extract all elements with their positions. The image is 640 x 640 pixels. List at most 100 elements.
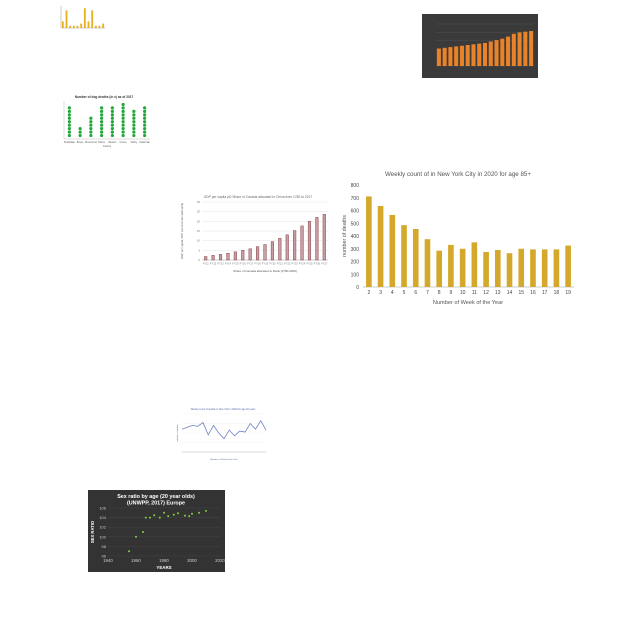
sex-point-8 <box>167 515 170 518</box>
green-dot-4-9 <box>110 106 114 110</box>
sex-title-2: (UNWPP, 2017) Europe <box>127 501 185 507</box>
weekly_deaths-cat-15: 17 <box>542 290 548 296</box>
sex-point-15 <box>205 509 207 512</box>
chart-tiny-bar <box>55 4 107 36</box>
green-cat-1: Boyce <box>77 141 84 144</box>
sex-ytick-4: 104 <box>99 515 106 520</box>
orange_bar_dark-bar-13 <box>511 33 516 66</box>
sex-point-4 <box>149 516 151 519</box>
gdp-xlabel: Share of Canada allocated to Rank [1780-… <box>233 269 297 273</box>
gdp_bar-cat-7: FY18 <box>254 262 261 266</box>
sex-ytick-5: 106 <box>99 506 106 511</box>
green-dot-5-7 <box>121 113 125 117</box>
tiny_bar-bar-0 <box>61 21 64 28</box>
gdp_bar-bar-9 <box>270 241 274 261</box>
green-dot-5-1 <box>121 133 125 138</box>
blue-line-series <box>181 419 267 440</box>
green-dot-7-9 <box>143 106 147 110</box>
weekly-ytick-4: 400 <box>351 234 360 240</box>
green-dot-5-10 <box>121 102 125 107</box>
sex-point-7 <box>163 511 165 514</box>
blue-xlabel: Number of Week of the Year <box>210 458 238 461</box>
green-dot-0-8 <box>67 109 71 113</box>
gdp_bar-cat-6: FY17 <box>247 262 254 266</box>
green-dot-3-8 <box>100 109 104 113</box>
sex-point-0 <box>128 550 130 553</box>
weekly-ytick-3: 300 <box>351 247 360 253</box>
green-dot-1-2 <box>78 130 82 134</box>
green-cat-5: Frome <box>120 141 128 144</box>
sex-point-9 <box>172 513 175 516</box>
gdp_bar-cat-9: FY20 <box>269 262 276 266</box>
green-dot-2-5 <box>89 120 93 124</box>
tiny_bar-bar-6 <box>83 8 86 28</box>
green-dot-5-6 <box>121 116 125 120</box>
orange_bar_dark-bar-14 <box>517 32 522 66</box>
green-dot-7-6 <box>143 116 147 120</box>
orange_bar_dark-bar-5 <box>465 45 470 66</box>
weekly_deaths-bar-3 <box>401 225 407 287</box>
green-dot-3-1 <box>100 133 104 138</box>
green-dot-3-4 <box>100 123 104 127</box>
gdp_bar-bar-3 <box>226 252 230 261</box>
orange_bar_dark-bar-2 <box>448 47 453 66</box>
green-dot-7-3 <box>143 127 147 131</box>
gdp_bar-bar-0 <box>204 256 208 261</box>
chart-green-dots: Number of dog deaths (in x) as of 2017 St… <box>54 92 154 148</box>
orange_bar_dark-bar-3 <box>454 46 459 66</box>
green-cat-2: Drummond <box>85 141 97 144</box>
green-dot-7-1 <box>143 133 147 138</box>
green-cat-7: Kellerman <box>139 141 150 144</box>
weekly_deaths-bar-11 <box>494 250 501 287</box>
chart-weekly-deaths: Weekly count of in New York City in 2020… <box>338 166 578 312</box>
chart-blue-line-svg: Weekly count of deaths in New York in 20… <box>176 408 267 461</box>
orange_bar_dark-bar-7 <box>477 43 482 66</box>
orange_bar_dark-bar-1 <box>442 47 447 66</box>
orange_bar_dark-bar-16 <box>529 31 534 66</box>
green-dot-7-5 <box>143 120 147 124</box>
green-xlabel: County <box>103 144 112 148</box>
weekly_deaths-cat-10: 12 <box>483 290 489 296</box>
gdp-ytick-2: 10 <box>197 239 201 243</box>
gdp_bar-cat-11: FY22 <box>284 262 291 266</box>
green-dot-4-1 <box>110 133 114 138</box>
orange_bar_dark-bar-4 <box>459 45 464 66</box>
orange_bar_dark-bar-10 <box>494 40 499 66</box>
sex-ytick-0: 96 <box>102 554 107 559</box>
green-cat-4: Wexton <box>108 141 117 144</box>
gdp_bar-bar-12 <box>293 230 297 261</box>
chart-weekly-deaths-svg: Weekly count of in New York City in 2020… <box>342 171 574 306</box>
weekly_deaths-cat-7: 9 <box>450 290 453 296</box>
sex-xtick-0: 1940 <box>103 558 113 563</box>
green-dot-6-3 <box>132 127 136 131</box>
tiny_bar-bar-11 <box>102 23 105 28</box>
sex-xtick-2: 1980 <box>159 558 169 563</box>
gdp_bar-bar-11 <box>285 234 289 261</box>
sex-title-1: Sex ratio by age (20 year olds) <box>117 494 195 500</box>
weekly_deaths-cat-11: 13 <box>495 290 501 296</box>
green-dot-1-3 <box>78 127 82 131</box>
weekly_deaths-bar-7 <box>448 244 454 287</box>
green-dot-6-2 <box>132 130 136 134</box>
sex-point-13 <box>191 512 193 515</box>
orange_bar_dark-bar-11 <box>500 38 505 66</box>
sex-ytick-3: 102 <box>99 525 106 530</box>
weekly-ytick-8: 800 <box>351 183 360 189</box>
green-dot-7-4 <box>143 123 147 127</box>
green-dot-0-3 <box>67 127 71 131</box>
chart-gdp-svg: GDP per capita ρΩ Share of Canada alloca… <box>180 195 328 273</box>
tiny_bar-bar-7 <box>87 21 90 28</box>
gdp_bar-cat-10: FY21 <box>277 262 284 266</box>
green-dot-0-2 <box>67 130 71 134</box>
gdp-ytick-5: 25 <box>197 210 201 214</box>
sex-xtick-1: 1960 <box>131 558 141 563</box>
weekly-ylabel: number of deaths <box>342 215 348 257</box>
gdp_bar-cat-13: FY24 <box>299 262 306 266</box>
sex-ytick-1: 98 <box>102 544 107 549</box>
weekly_deaths-bar-17 <box>565 245 571 287</box>
weekly_deaths-bar-1 <box>377 206 384 287</box>
weekly_deaths-cat-16: 18 <box>554 290 560 296</box>
green-dot-7-2 <box>143 130 147 134</box>
green-dot-6-6 <box>132 116 136 120</box>
weekly_deaths-cat-2: 4 <box>391 290 394 296</box>
